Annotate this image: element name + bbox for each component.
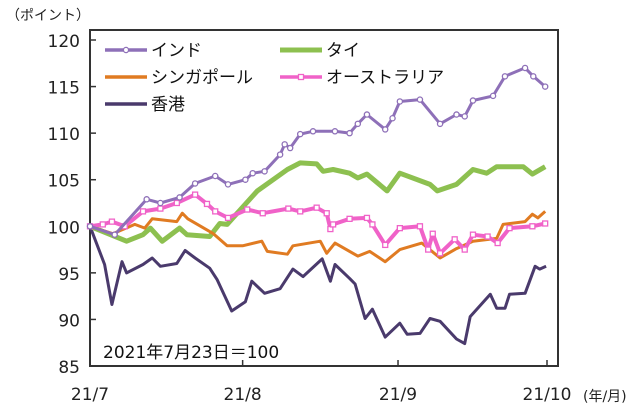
data-point [297, 208, 304, 215]
data-point [436, 120, 444, 128]
data-point [429, 230, 436, 237]
legend-label: 香港 [151, 95, 185, 115]
x-tick-label: 21/7 [71, 385, 109, 405]
legend-marker [122, 46, 130, 54]
data-point [530, 73, 537, 80]
legend-marker [297, 73, 305, 81]
y-tick-label: 110 [48, 125, 80, 145]
data-point [396, 224, 403, 232]
data-point [259, 210, 266, 217]
data-point [212, 208, 219, 215]
y-tick-label: 120 [48, 32, 80, 52]
x-tick-label: 21/8 [224, 385, 262, 405]
data-point [309, 128, 317, 135]
data-point [261, 168, 268, 175]
data-point [86, 223, 94, 230]
y-tick-label: 85 [58, 358, 80, 378]
data-point [99, 221, 106, 228]
data-point [469, 97, 477, 104]
data-point [416, 96, 424, 103]
data-point [354, 120, 362, 128]
data-point [369, 221, 376, 228]
data-point [313, 204, 320, 211]
data-point [224, 214, 232, 222]
data-point [489, 92, 497, 100]
data-point [157, 205, 164, 212]
data-point [331, 128, 339, 135]
data-point [346, 215, 353, 222]
y-axis-unit-label: （ポイント） [6, 8, 90, 24]
data-point [382, 241, 389, 249]
data-point [111, 231, 118, 238]
data-point [484, 233, 491, 240]
data-point [541, 83, 549, 90]
data-point [176, 194, 183, 201]
data-point [451, 236, 458, 243]
data-point [425, 246, 432, 253]
data-point [249, 169, 256, 177]
data-point [281, 141, 288, 148]
x-tick-label: 21/10 [523, 385, 572, 405]
data-point [381, 126, 389, 133]
data-point [469, 231, 477, 238]
y-tick-label: 115 [48, 79, 80, 99]
data-point [323, 210, 330, 217]
data-point [494, 239, 501, 247]
data-point [143, 196, 150, 203]
data-point [211, 172, 219, 180]
data-point [436, 250, 444, 257]
series-line-1 [89, 160, 547, 244]
data-point [191, 180, 199, 187]
y-tick-label: 105 [48, 172, 80, 192]
x-axis-unit-label: (年/月) [583, 389, 627, 405]
y-tick-label: 100 [48, 218, 80, 238]
data-point [139, 208, 147, 215]
data-point [242, 176, 249, 183]
data-point [224, 181, 232, 188]
legend-label: オーストラリア [326, 68, 444, 88]
data-point [416, 223, 424, 230]
data-point [461, 113, 468, 120]
data-point [506, 224, 513, 232]
data-point [363, 214, 371, 222]
data-point [285, 205, 292, 212]
y-tick-label: 95 [58, 265, 80, 285]
base-date-annotation: 2021年7月23日＝100 [103, 343, 279, 363]
data-point [346, 129, 353, 137]
data-point [286, 144, 294, 152]
data-point [203, 200, 211, 208]
data-point [453, 111, 460, 118]
data-point [501, 73, 509, 80]
data-point [276, 151, 284, 158]
data-point [542, 220, 549, 227]
data-point [521, 64, 529, 72]
data-point [396, 98, 404, 105]
y-tick-label: 90 [58, 311, 80, 331]
data-point [389, 114, 396, 122]
plot-frame [89, 29, 559, 367]
data-point [191, 191, 199, 198]
data-point [529, 223, 536, 230]
data-point [461, 246, 468, 253]
x-tick-label: 21/9 [379, 385, 417, 405]
legend-label: シンガポール [151, 68, 253, 88]
legend-label: タイ [326, 41, 360, 61]
data-point [173, 199, 180, 207]
data-point [363, 111, 371, 118]
series-line-4 [88, 225, 547, 346]
data-point [108, 218, 116, 225]
data-point [157, 199, 164, 207]
legend-label: インド [151, 41, 202, 61]
data-point [296, 130, 304, 138]
data-point [244, 206, 251, 213]
data-point [329, 221, 337, 228]
